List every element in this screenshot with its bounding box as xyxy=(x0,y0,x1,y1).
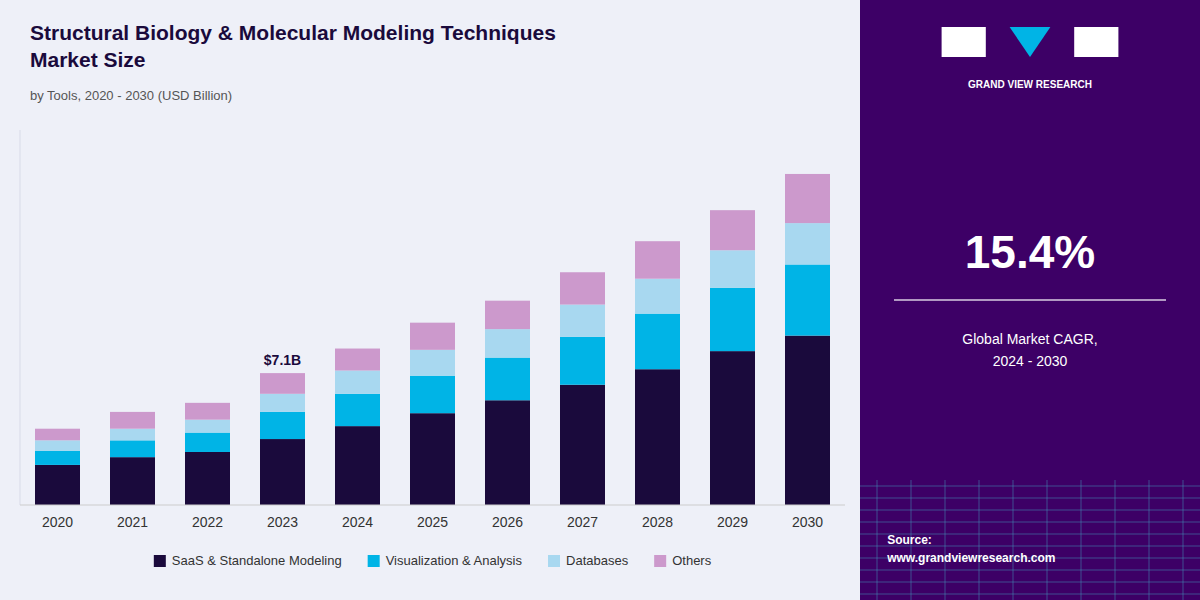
bar-segment xyxy=(635,279,680,314)
source-text: Source: www.grandviewresearch.com xyxy=(886,533,1055,565)
bar-segment xyxy=(260,439,305,505)
bar-segment xyxy=(185,433,230,452)
bar-segment xyxy=(335,394,380,426)
text-line: www.grandviewresearch.com xyxy=(886,551,1055,565)
panel-decoration xyxy=(1183,480,1184,600)
title: Structural Biology & Molecular Modeling … xyxy=(30,21,556,71)
bar-segment xyxy=(335,426,380,505)
bar-segment xyxy=(710,288,755,351)
x-tick-label: 2029 xyxy=(717,514,748,530)
x-tick-label: 2023 xyxy=(267,514,298,530)
panel-decoration xyxy=(860,486,1200,487)
bar-segment xyxy=(560,272,605,304)
bar-segment xyxy=(635,314,680,370)
legend-label: Visualization & Analysis xyxy=(386,553,523,568)
bar-segment xyxy=(335,371,380,394)
bar-segment xyxy=(110,412,155,429)
x-tick-label: 2022 xyxy=(192,514,223,530)
bar-segment xyxy=(35,451,80,465)
bar-segment xyxy=(260,412,305,439)
bar-segment xyxy=(485,400,530,505)
logo-shape xyxy=(942,27,986,57)
bar-segment xyxy=(710,250,755,287)
text-line: GRAND VIEW RESEARCH xyxy=(968,79,1092,90)
bar-segment xyxy=(110,429,155,441)
divider xyxy=(894,299,1166,301)
bar-segment xyxy=(710,210,755,250)
bar-segment xyxy=(785,223,830,264)
cagr-label: Global Market CAGR, 2024 - 2030 xyxy=(962,331,1097,369)
legend-label: Databases xyxy=(566,553,629,568)
x-tick-label: 2021 xyxy=(117,514,148,530)
x-axis-line xyxy=(20,505,845,506)
bar-segment xyxy=(185,420,230,433)
logo-text: GRAND VIEW RESEARCH xyxy=(968,79,1092,90)
text-line: 15.4% xyxy=(965,226,1095,278)
bar-segment xyxy=(485,329,530,357)
legend-label: SaaS & Standalone Modeling xyxy=(172,553,342,568)
legend-swatch xyxy=(154,555,166,567)
bar-segment xyxy=(335,349,380,371)
bar-segment xyxy=(410,376,455,414)
legend-swatch xyxy=(654,555,666,567)
bar-segment xyxy=(635,241,680,279)
subtitle: by Tools, 2020 - 2030 (USD Billion) xyxy=(30,88,232,103)
bar-segment xyxy=(485,358,530,401)
legend-swatch xyxy=(548,555,560,567)
panel-background xyxy=(860,0,1200,600)
legend-swatch xyxy=(368,555,380,567)
legend-label: Others xyxy=(672,553,712,568)
y-axis-line xyxy=(20,130,21,505)
x-tick-label: 2020 xyxy=(42,514,73,530)
bar-segment xyxy=(710,351,755,505)
panel-decoration xyxy=(1149,480,1150,600)
bar-segment xyxy=(785,336,830,505)
x-tick-label: 2024 xyxy=(342,514,373,530)
bar-segment xyxy=(260,373,305,394)
bar-segment xyxy=(560,337,605,385)
bar-segment xyxy=(560,385,605,505)
bar-segment xyxy=(35,440,80,450)
text-line: Market Size xyxy=(30,48,146,71)
bar-segment xyxy=(410,413,455,505)
bar-segment xyxy=(260,394,305,412)
bar-segment xyxy=(410,323,455,350)
bar-segment xyxy=(185,452,230,505)
text-line: Structural Biology & Molecular Modeling … xyxy=(30,21,556,44)
bar-segment xyxy=(785,264,830,335)
bar-segment xyxy=(110,457,155,505)
annotation: $7.1B xyxy=(264,352,301,368)
bar-segment xyxy=(410,350,455,376)
chart: Structural Biology & Molecular Modeling … xyxy=(0,0,1200,600)
x-tick-label: 2027 xyxy=(567,514,598,530)
bar-segment xyxy=(635,369,680,505)
background xyxy=(0,0,1200,600)
logo-shape xyxy=(1010,27,1051,57)
bar-segment xyxy=(485,301,530,329)
cagr-value: 15.4% xyxy=(965,226,1095,278)
bars xyxy=(35,174,830,505)
text-line: Source: xyxy=(887,533,932,547)
side-panel: GRAND VIEW RESEARCH 15.4% Global Market CA… xyxy=(860,0,1200,600)
bar-segment xyxy=(560,305,605,337)
bar-segment xyxy=(35,429,80,441)
x-tick-label: 2026 xyxy=(492,514,523,530)
logo-shape xyxy=(1074,27,1118,57)
x-tick-label: 2028 xyxy=(642,514,673,530)
legend: SaaS & Standalone Modeling Visualization … xyxy=(154,553,712,568)
bar-segment xyxy=(110,440,155,457)
text-line: 2024 - 2030 xyxy=(993,353,1068,369)
bar-segment xyxy=(35,465,80,505)
text-line: Global Market CAGR, xyxy=(962,331,1097,347)
bar-segment xyxy=(185,403,230,420)
bar-segment xyxy=(785,174,830,223)
x-tick-label: 2030 xyxy=(792,514,823,530)
x-tick-label: 2025 xyxy=(417,514,448,530)
